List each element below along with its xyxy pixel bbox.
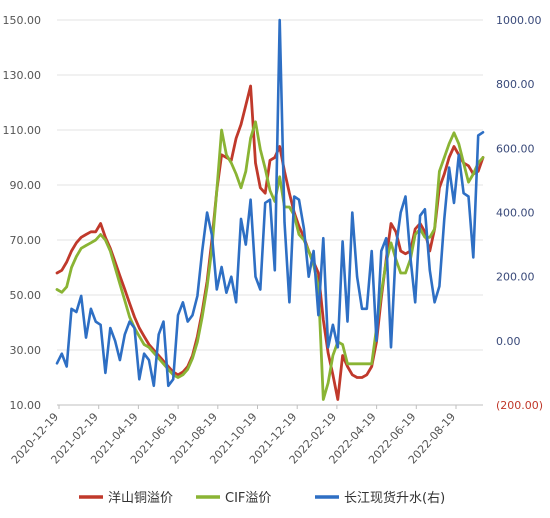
legend-label: CIF溢价 <box>225 491 271 506</box>
left-tick-label: 30.00 <box>10 344 42 357</box>
right-tick-label: 600.00 <box>496 142 535 155</box>
right-axis-ticks: (200.00) 0.00 200.00 400.00 600.00 800.00 1000… <box>496 14 543 412</box>
left-tick-label: 110.00 <box>3 124 42 137</box>
legend: 洋山铜溢价 CIF溢价 长江现货升水(右) <box>79 490 445 506</box>
left-tick-label: 50.00 <box>10 289 42 302</box>
series-lines <box>55 18 485 401</box>
right-tick-label: 800.00 <box>496 78 535 91</box>
right-tick-label: 0.00 <box>496 335 521 348</box>
right-tick-label: 200.00 <box>496 271 535 284</box>
x-axis-ticks: 2020-12-192021-02-192021-04-192021-06-19… <box>9 405 458 467</box>
legend-label: 洋山铜溢价 <box>108 491 173 506</box>
right-tick-label: (200.00) <box>496 399 543 412</box>
left-tick-label: 90.00 <box>10 179 42 192</box>
left-tick-label: 10.00 <box>10 399 42 412</box>
left-tick-label: 150.00 <box>3 14 42 27</box>
left-tick-label: 130.00 <box>3 69 42 82</box>
right-tick-label: 1000.00 <box>496 14 542 27</box>
right-tick-label: 400.00 <box>496 207 535 220</box>
series-cif-line <box>55 120 485 401</box>
series-changjiang-line <box>55 18 485 388</box>
left-axis-ticks: 10.00 30.00 50.00 70.00 90.00 110.00 130.00 150… <box>3 14 42 412</box>
left-tick-label: 70.00 <box>10 234 42 247</box>
legend-label: 长江现货升水(右) <box>344 490 445 506</box>
